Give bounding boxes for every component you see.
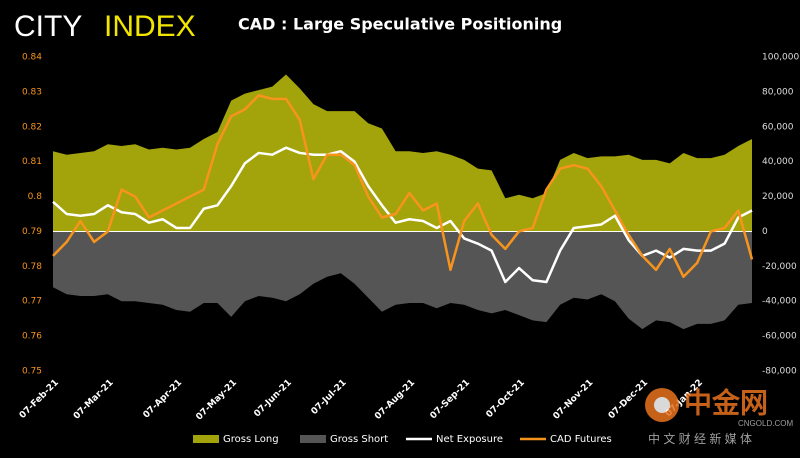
y2-tick-label: -80,000	[762, 367, 797, 377]
x-tick-label: 07-Jul-21	[310, 378, 349, 417]
legend-swatch	[193, 435, 219, 443]
x-tick-label: 07-Apr-21	[142, 378, 185, 421]
watermark: 中金网 CNGOLD.COM 中 文 财 经 新 媒 体	[645, 386, 793, 446]
legend-label: Gross Long	[223, 434, 279, 445]
y-tick-label: 0.77	[22, 297, 42, 307]
y-tick-label: 0.81	[22, 157, 42, 167]
y-tick-label: 0.84	[22, 53, 42, 63]
y-tick-label: 0.8	[28, 192, 43, 202]
y2-tick-label: 60,000	[762, 122, 794, 132]
y2-tick-label: 100,000	[762, 53, 799, 63]
x-tick-label: 07-Mar-21	[72, 378, 116, 422]
y-tick-label: 0.78	[22, 262, 42, 272]
y2-tick-label: -40,000	[762, 297, 797, 307]
x-tick-label: 07-May-21	[194, 378, 239, 423]
legend-label: Net Exposure	[436, 434, 503, 445]
y2-tick-label: -60,000	[762, 332, 797, 342]
legend-swatch	[300, 435, 326, 443]
watermark-name: 中金网	[684, 386, 768, 418]
area	[53, 231, 752, 330]
legend-label: Gross Short	[330, 434, 388, 445]
area	[53, 74, 752, 232]
watermark-logo-inner	[654, 397, 670, 413]
x-tick-label: 07-Feb-21	[18, 378, 61, 421]
y-tick-label: 0.79	[22, 227, 42, 237]
x-tick-label: 07-Nov-21	[552, 378, 596, 422]
brand-city: CITY	[14, 10, 82, 43]
y2-tick-label: 80,000	[762, 87, 794, 97]
watermark-tagline: 中 文 财 经 新 媒 体	[648, 431, 752, 446]
x-tick-label: 07-Aug-21	[373, 378, 417, 422]
x-tick-label: 07-Jun-21	[252, 378, 293, 419]
y-tick-label: 0.83	[22, 87, 42, 97]
x-tick-label: 07-Dec-21	[607, 378, 650, 421]
y2-tick-label: 0	[762, 227, 768, 237]
y2-tick-label: -20,000	[762, 262, 797, 272]
y2-tick-label: 40,000	[762, 157, 794, 167]
line	[52, 94, 754, 279]
line	[52, 146, 753, 284]
y-tick-label: 0.76	[22, 332, 42, 342]
watermark-site: CNGOLD.COM	[738, 419, 793, 428]
y2-tick-label: 20,000	[762, 192, 794, 202]
x-tick-label: 07-Oct-21	[485, 378, 527, 420]
y-tick-label: 0.82	[22, 122, 42, 132]
legend-label: CAD Futures	[550, 434, 612, 445]
brand-index: INDEX	[104, 10, 196, 43]
y-tick-label: 0.75	[22, 367, 42, 377]
chart-title: CAD : Large Speculative Positioning	[238, 15, 562, 34]
x-tick-label: 07-Sep-21	[429, 378, 473, 422]
